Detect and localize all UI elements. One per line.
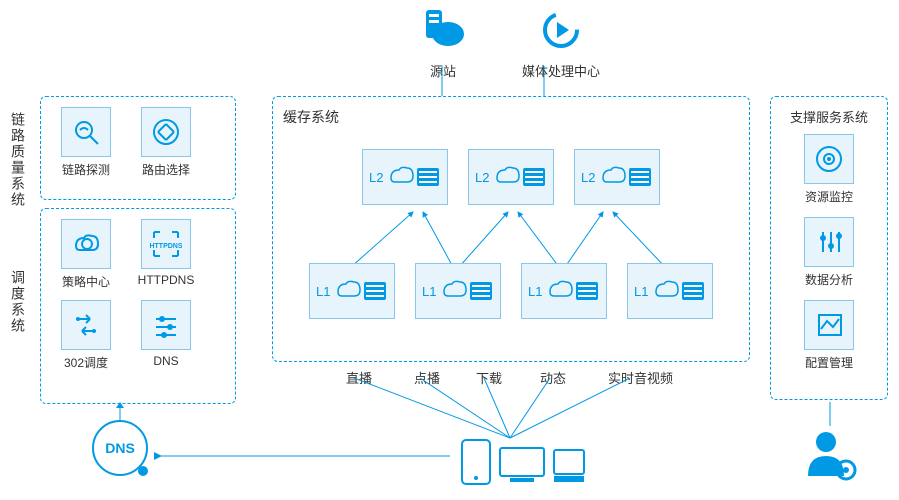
cloud-server-icon [654,278,706,304]
tile-label: 资源监控 [794,188,864,205]
media-label: 媒体处理中心 [522,61,600,80]
tile-label: 链路探测 [51,161,121,178]
media-center: 媒体处理中心 [522,8,600,80]
dns-node: DNS [92,420,148,476]
dns-label: DNS [105,440,135,456]
cache-node-l2: L2 [362,149,448,205]
cache-node-l1: L1 [627,263,713,319]
cache-node-l2: L2 [468,149,554,205]
admin-user [804,428,860,489]
config-mgmt-icon [813,309,845,341]
resource-monitor-icon [813,143,845,175]
tile-link-probe: 链路探测 [51,107,121,178]
devices-icon [460,436,590,486]
link-quality-panel: 链路探测路由选择 [40,96,236,200]
tile-config-mgmt: 配置管理 [794,300,864,371]
tile-label: 策略中心 [51,273,121,290]
tile-label: DNS [131,354,201,368]
tile-redirect-302: 302调度 [51,300,121,371]
tile-label: HTTPDNS [131,273,201,287]
service-label: 动态 [540,368,566,387]
server-cloud-icon [418,8,468,52]
scheduling-panel: 策略中心 HTTPDNS HTTPDNS 302调度 DNS [40,208,236,404]
architecture-diagram: 源站 媒体处理中心 链路质量系统 调度系统 链路探测路由选择 策略中心 HTTPD… [0,0,899,500]
tile-label: 302调度 [51,354,121,371]
link-probe-icon [70,116,102,148]
cache-title: 缓存系统 [283,107,739,127]
cache-node-l2: L2 [574,149,660,205]
svg-text:HTTPDNS: HTTPDNS [150,243,182,250]
tile-policy-center: 策略中心 [51,219,121,290]
cache-node-l1: L1 [309,263,395,319]
route-select-icon [150,116,182,148]
service-label: 下载 [476,368,502,387]
tile-label: 数据分析 [794,271,864,288]
cloud-server-icon [442,278,494,304]
cache-system-panel: 缓存系统 L2 L2 L2 L1 L1 L1 L1 [272,96,750,362]
tile-httpdns: HTTPDNS HTTPDNS [131,219,201,290]
cache-node-l1: L1 [415,263,501,319]
origin-station: 源站 [418,8,468,80]
cloud-server-icon [495,164,547,190]
cloud-server-icon [336,278,388,304]
tile-resource-monitor: 资源监控 [794,134,864,205]
vlabel-link-quality: 链路质量系统 [8,112,28,208]
cloud-server-icon [548,278,600,304]
data-analysis-icon [813,226,845,258]
service-label: 直播 [346,368,372,387]
tile-data-analysis: 数据分析 [794,217,864,288]
dns-tile-icon [150,309,182,341]
support-title: 支撑服务系统 [781,107,877,126]
tile-route-select: 路由选择 [131,107,201,178]
origin-label: 源站 [418,61,468,80]
service-label: 实时音视频 [608,368,673,387]
service-label: 点播 [414,368,440,387]
vlabel-scheduling: 调度系统 [8,270,28,334]
tile-dns-tile: DNS [131,300,201,371]
tile-label: 路由选择 [131,161,201,178]
support-panel: 支撑服务系统 资源监控数据分析配置管理 [770,96,888,400]
tile-label: 配置管理 [794,354,864,371]
redirect-302-icon [70,309,102,341]
cloud-server-icon [389,164,441,190]
arrow-device-dns [150,448,470,468]
client-devices [460,436,590,491]
cache-node-l1: L1 [521,263,607,319]
httpdns-icon: HTTPDNS [150,228,182,260]
policy-center-icon [70,228,102,260]
admin-user-icon [804,428,860,484]
media-play-icon [539,8,583,52]
arrow-admin [824,400,844,430]
cloud-server-icon [601,164,653,190]
